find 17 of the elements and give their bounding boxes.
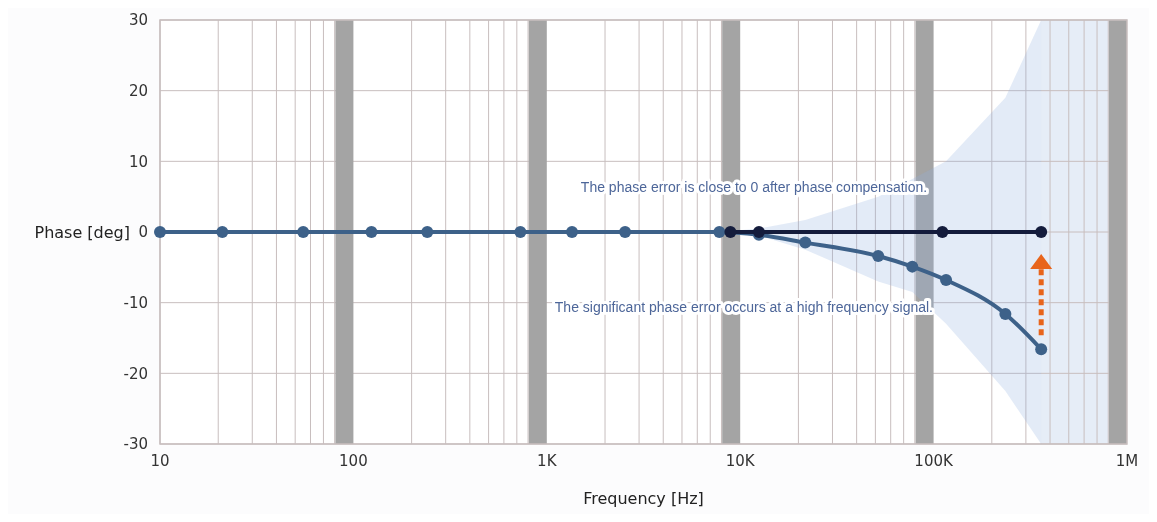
- y-tick-label: -20: [123, 364, 148, 383]
- y-tick-label: 20: [128, 81, 148, 100]
- x-tick-label: 100K: [914, 452, 954, 470]
- x-tick-label: 100: [339, 452, 368, 470]
- x-tick-label: 1K: [537, 452, 558, 470]
- x-tick-label: 10K: [725, 452, 756, 470]
- y-tick-label: 0: [138, 223, 148, 242]
- annotation: The phase error is close to 0 after phase compensation.: [580, 179, 928, 195]
- y-tick-label: -10: [123, 293, 148, 312]
- x-axis-title: Frequency [Hz]: [583, 489, 704, 508]
- y-tick-label: 10: [128, 152, 148, 171]
- y-axis-title: Phase [deg]: [34, 222, 130, 242]
- y-tick-label: -30: [123, 435, 148, 454]
- y-tick-label: 30: [128, 11, 148, 30]
- x-tick-label: 1M: [1115, 452, 1139, 470]
- annotation: The significant phase error occurs at a high frequency signal.: [554, 299, 934, 315]
- x-tick-label: 10: [150, 452, 170, 470]
